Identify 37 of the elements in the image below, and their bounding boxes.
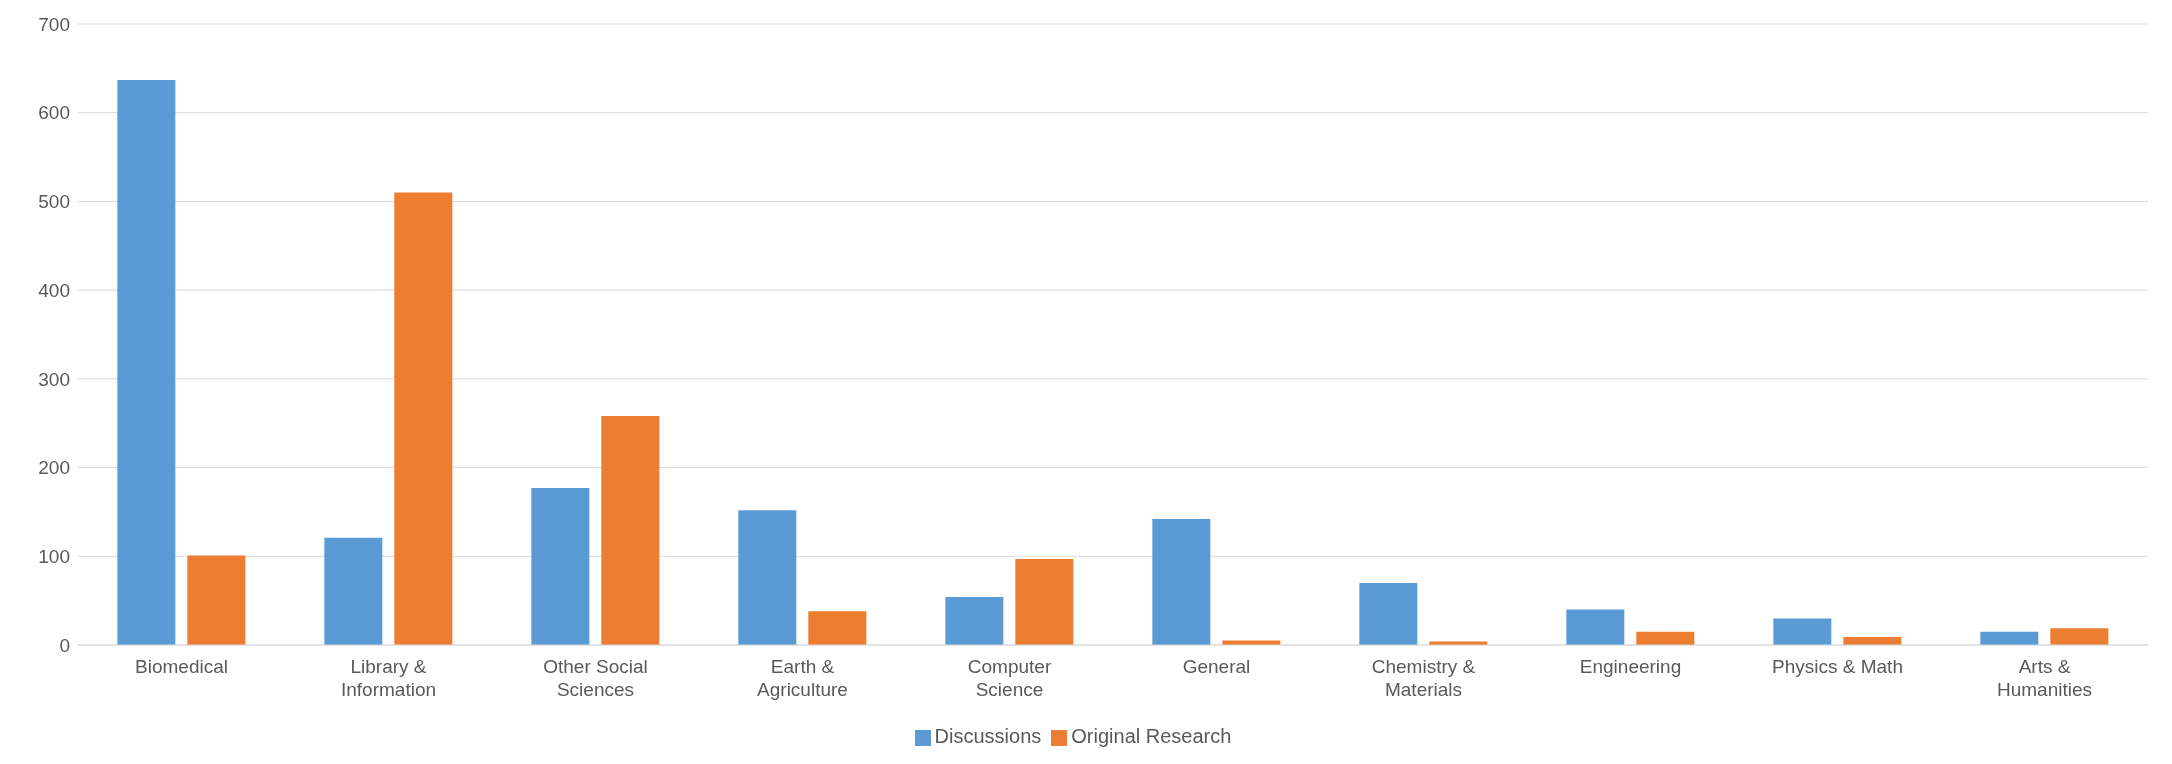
bar (531, 487, 590, 645)
y-tick-label: 700 (38, 13, 70, 35)
x-tick-label: Biomedical (135, 656, 228, 677)
y-tick-label: 500 (38, 191, 70, 213)
legend-label: Original Research (1071, 725, 1232, 747)
bar (1566, 609, 1625, 645)
bar (808, 611, 867, 645)
y-tick-label: 100 (38, 546, 70, 568)
y-tick-label: 200 (38, 457, 70, 479)
bar (394, 192, 453, 645)
bar (1359, 582, 1418, 645)
y-tick-label: 0 (59, 634, 70, 656)
x-tick-label: Chemistry & Materials (1371, 656, 1476, 700)
y-tick-label: 300 (38, 368, 70, 390)
x-tick-label: Earth & Agriculture (757, 656, 848, 700)
x-tick-label: Computer Science (967, 656, 1052, 700)
legend-label: Discussions (934, 725, 1042, 747)
bar (1636, 631, 1695, 645)
bar (2050, 628, 2109, 645)
bar (1980, 631, 2039, 645)
y-tick-label: 600 (38, 102, 70, 124)
bar (324, 537, 383, 645)
x-tick-label: Engineering (1579, 656, 1682, 677)
x-tick-label: Physics & Math (1772, 656, 1903, 677)
x-tick-label: Library & Information (340, 656, 437, 700)
bar (601, 416, 660, 645)
x-tick-label: Other Social Sciences (543, 656, 648, 700)
x-tick-label: Arts & Humanities (1996, 656, 2093, 700)
bar (1015, 558, 1074, 645)
bar (117, 79, 176, 645)
bar (945, 597, 1004, 645)
bar (738, 510, 797, 645)
bar (187, 555, 246, 645)
x-tick-label: General (1182, 656, 1251, 677)
bar (1773, 618, 1832, 645)
bar (1152, 519, 1211, 645)
y-tick-label: 400 (38, 279, 70, 301)
